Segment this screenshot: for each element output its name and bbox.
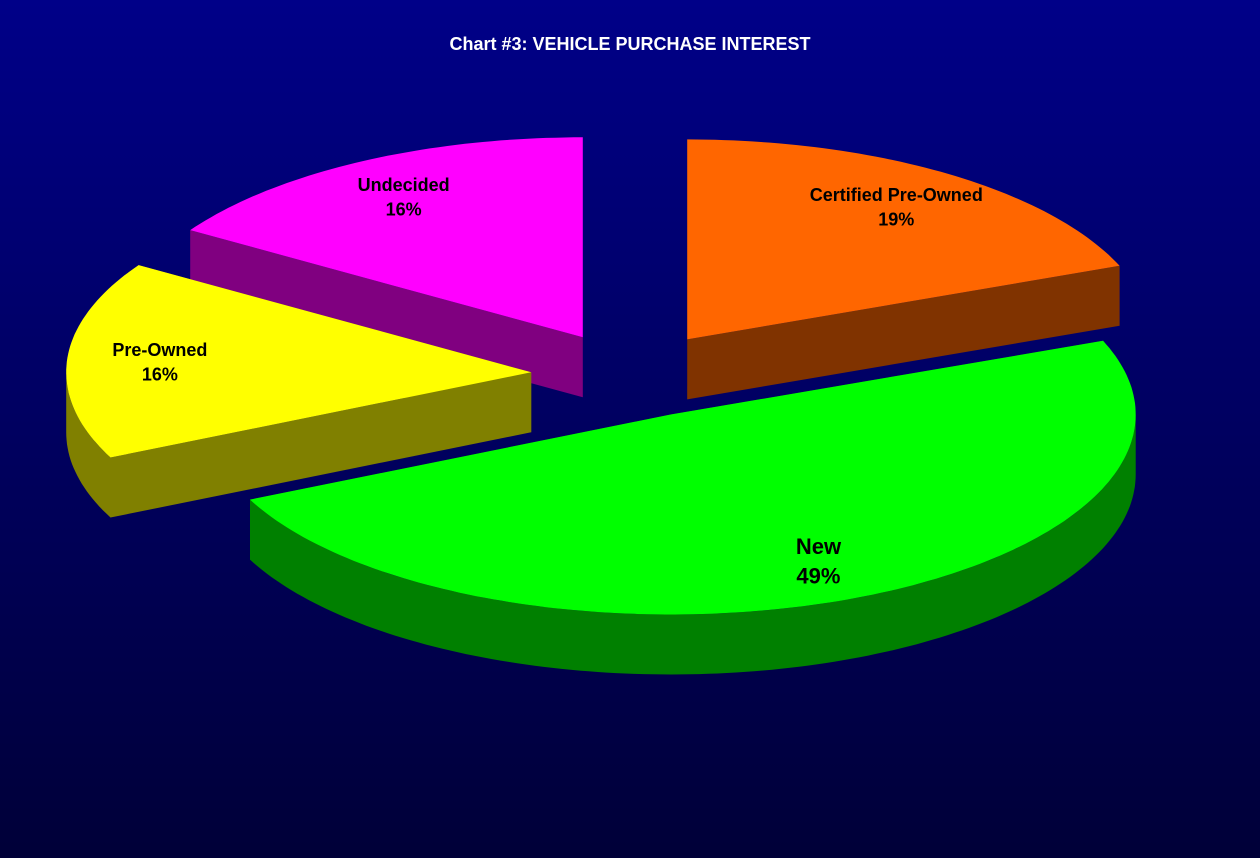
pie <box>66 137 1136 675</box>
chart-title: Chart #3: VEHICLE PURCHASE INTEREST <box>449 34 810 54</box>
slice-label: Certified Pre-Owned <box>810 185 983 205</box>
slice <box>250 340 1136 615</box>
slice-value-label: 16% <box>142 365 178 385</box>
slice <box>190 137 583 338</box>
slice-value-label: 16% <box>386 199 422 219</box>
slice <box>687 139 1120 340</box>
slice-side <box>190 230 583 398</box>
slice <box>66 265 532 458</box>
slice-value-label: 49% <box>796 564 840 589</box>
slice-edge <box>250 414 1136 675</box>
slice-side <box>110 372 532 518</box>
slice-label: Pre-Owned <box>112 340 207 360</box>
slice-side <box>687 265 1120 400</box>
slice-label: Undecided <box>358 175 450 195</box>
slice-label: New <box>796 534 842 559</box>
slice-edge <box>66 372 111 518</box>
slice-value-label: 19% <box>878 209 914 229</box>
labels: Certified Pre-Owned 19% New 49% Pre-Owned 16%… <box>112 175 982 589</box>
